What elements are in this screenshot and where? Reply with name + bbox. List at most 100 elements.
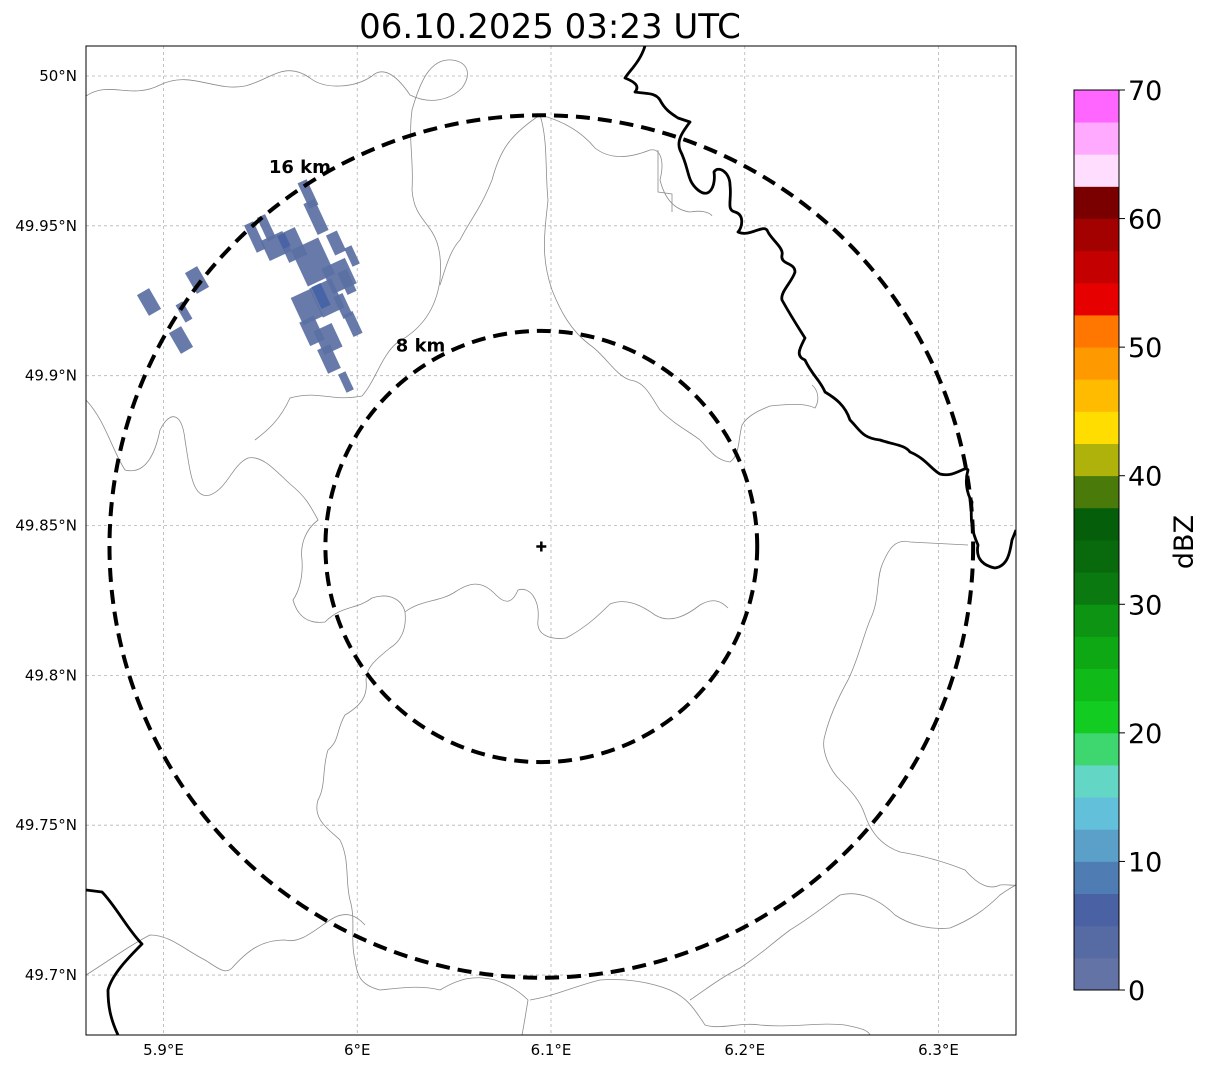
radar-echo-cell	[343, 311, 363, 337]
x-tick-label: 6.2°E	[724, 1041, 765, 1059]
colorbar-swatch	[1074, 925, 1119, 959]
y-tick-label: 49.95°N	[15, 217, 77, 235]
range-ring-label: 16 km	[269, 157, 331, 178]
radar-echo-cell	[303, 199, 329, 235]
colorbar-swatch	[1074, 282, 1119, 316]
radar-echo-cell	[168, 326, 194, 354]
y-tick-label: 49.8°N	[25, 666, 77, 684]
boundary-line	[439, 977, 529, 1035]
radar-echo-cell	[317, 344, 341, 374]
boundary-line	[439, 114, 541, 286]
radar-echo-cell	[290, 288, 324, 326]
colorbar-swatch	[1074, 475, 1119, 509]
range-ring-label: 8 km	[396, 336, 446, 357]
colorbar-swatch	[1074, 572, 1119, 605]
colorbar-swatch	[1074, 154, 1119, 187]
border-line	[623, 46, 1016, 570]
radar-echoes	[136, 179, 363, 393]
radar-echo-cell	[338, 371, 354, 393]
colorbar-tick-label: 70	[1128, 76, 1162, 107]
y-tick-label: 49.7°N	[25, 966, 77, 984]
boundary-line	[86, 59, 468, 441]
radar-echo-cell	[175, 301, 193, 323]
radar-echo-cell	[277, 232, 291, 250]
x-tick-label: 5.9°E	[143, 1041, 184, 1059]
boundary-line	[657, 150, 673, 212]
colorbar-swatch	[1074, 507, 1119, 541]
colorbar-swatch	[1074, 636, 1119, 669]
colorbar-tick-label: 40	[1128, 462, 1162, 493]
boundary-line	[404, 583, 729, 639]
colorbar-swatch	[1074, 186, 1119, 219]
radar-echo-cell	[344, 245, 360, 267]
grid-lines	[86, 46, 1016, 1035]
boundary-line	[86, 399, 441, 991]
boundary-line	[529, 979, 871, 1035]
colorbar-swatch	[1074, 347, 1119, 380]
colorbar-swatch	[1074, 732, 1119, 766]
colorbar-swatch	[1074, 829, 1119, 862]
range-ring-8km	[323, 328, 760, 765]
colorbar-swatch	[1074, 540, 1119, 573]
boundary-line	[539, 114, 713, 217]
colorbar-swatch	[1074, 765, 1119, 798]
colorbar-tick-label: 30	[1128, 590, 1162, 621]
colorbar-tick-label: 50	[1128, 333, 1162, 364]
colorbar-swatch	[1074, 957, 1119, 991]
radar-echo-cell	[256, 214, 277, 242]
colorbar-swatch	[1074, 893, 1119, 927]
boundary-line	[539, 114, 819, 463]
colorbar-swatch	[1074, 315, 1119, 348]
colorbar-ticks: 0 10 20 30 40 50 60 70	[1119, 76, 1162, 1007]
colorbar-swatch	[1074, 122, 1119, 155]
radar-echo-cell	[325, 230, 347, 256]
colorbar-swatch	[1074, 250, 1119, 284]
municipal-boundaries	[86, 59, 1016, 1035]
radar-echo-cell	[333, 293, 353, 319]
x-tick-label: 6°E	[344, 1041, 371, 1059]
colorbar-swatch	[1074, 443, 1119, 477]
colorbar-swatch	[1074, 700, 1119, 734]
colorbar-swatch	[1074, 90, 1119, 123]
map-panel: 8 km 16 km 5.9°E 6°E 6.1°E 6.2°E 6.3°E 50°N 49…	[15, 45, 1017, 1059]
y-axis-ticks: 50°N 49.95°N 49.9°N 49.85°N 49.8°N 49.75°N 49.…	[15, 67, 77, 984]
colorbar-swatches	[1074, 90, 1119, 991]
border-line	[86, 888, 144, 1035]
colorbar-tick-label: 10	[1128, 847, 1162, 878]
range-ring-16km	[107, 113, 976, 980]
y-tick-label: 49.75°N	[15, 816, 77, 834]
x-tick-label: 6.1°E	[531, 1041, 572, 1059]
colorbar-swatch	[1074, 861, 1119, 894]
boundary-line	[86, 914, 366, 976]
radar-echo-cell	[313, 322, 343, 356]
colorbar-frame	[1073, 89, 1120, 991]
colorbar: 0 10 20 30 40 50 60 70 dBZ	[1073, 76, 1200, 1007]
y-tick-label: 49.9°N	[25, 367, 77, 385]
colorbar-swatch	[1074, 668, 1119, 702]
radar-echo-cell	[337, 269, 357, 295]
colorbar-swatch	[1074, 218, 1119, 252]
y-tick-label: 49.85°N	[15, 517, 77, 535]
radar-echo-cell	[136, 288, 162, 316]
boundary-line	[823, 540, 1016, 888]
range-rings: 8 km 16 km	[107, 113, 976, 980]
boundary-line	[689, 884, 1016, 1001]
radar-echo-cell	[244, 221, 266, 253]
colorbar-swatch	[1074, 797, 1119, 830]
colorbar-swatch	[1074, 411, 1119, 444]
x-axis-ticks: 5.9°E 6°E 6.1°E 6.2°E 6.3°E	[143, 1041, 959, 1059]
colorbar-label: dBZ	[1169, 515, 1200, 569]
colorbar-tick-label: 60	[1128, 205, 1162, 236]
colorbar-tick-label: 20	[1128, 719, 1162, 750]
colorbar-swatch	[1074, 379, 1119, 412]
radar-echo-cell	[184, 266, 210, 294]
x-tick-label: 6.3°E	[918, 1041, 959, 1059]
y-tick-label: 50°N	[39, 67, 77, 85]
colorbar-swatch	[1074, 604, 1119, 637]
map-frame	[85, 45, 1017, 1036]
radar-site-marker	[536, 541, 547, 552]
map-title: 06.10.2025 03:23 UTC	[359, 7, 741, 47]
colorbar-tick-label: 0	[1128, 976, 1145, 1007]
radar-echo-cell	[311, 283, 331, 309]
